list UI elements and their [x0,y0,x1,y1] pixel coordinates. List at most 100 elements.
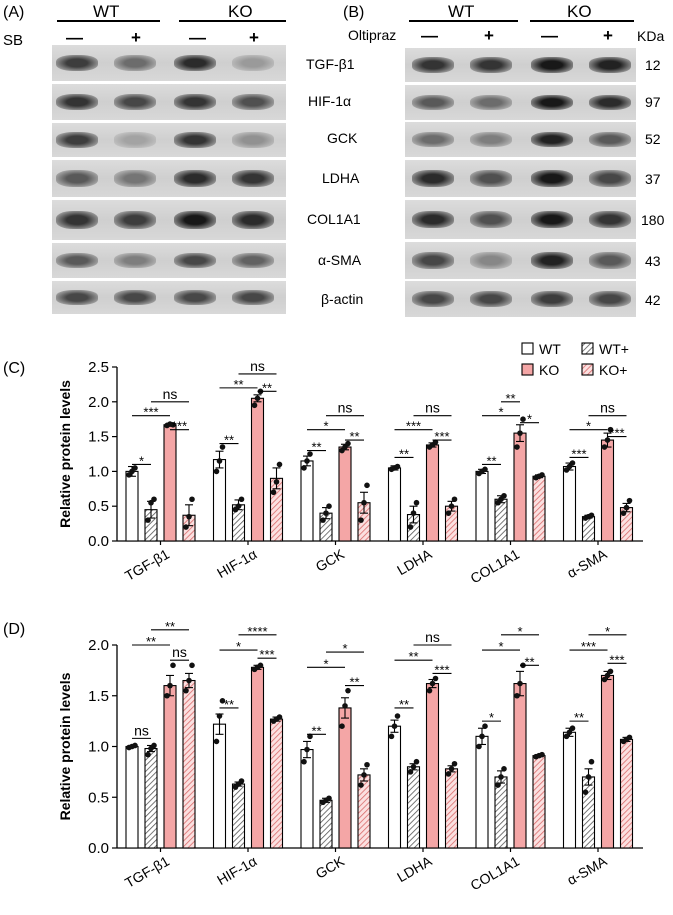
data-point [213,468,220,475]
legend-label: WT+ [599,341,629,357]
significance-label: *** [406,419,421,434]
data-point [307,733,313,740]
bar-ko [338,446,352,542]
data-point [219,698,226,704]
data-point [448,766,455,772]
blot-b-strip-5 [405,200,636,239]
data-point [626,734,633,741]
significance-label: ** [408,649,418,664]
data-point [413,499,420,506]
data-point [517,680,523,687]
blot-b-band [531,131,573,148]
significance-label: ** [349,675,359,690]
protein-label-ldha: LDHA [322,170,360,186]
data-point [514,444,520,450]
y-tick-label: 2.5 [88,359,109,376]
data-point [270,489,277,496]
x-tick-label: GCK [313,545,348,574]
bar-ko [600,439,615,542]
blot-b-band [589,94,631,111]
blot-b-strip-4 [405,160,636,197]
x-tick-label: HIF-1α [214,546,259,581]
data-point [251,402,258,409]
panel-a-sign-1: — [66,28,83,47]
kda-gck: 52 [645,131,661,147]
panel-a-group-wt: WT [93,2,120,21]
bar-ko-plus [269,718,284,849]
protein-label-hif1a: HIF-1α [308,93,352,109]
protein-label-gck: GCK [327,130,358,146]
significance-label: *** [581,639,596,654]
kda-ldha: 37 [645,171,661,187]
data-point [186,513,192,520]
blot-a-strip-1 [52,45,286,81]
protein-label-bactin: β-actin [321,291,364,307]
blot-b-band [470,210,512,229]
y-tick-label: 0.0 [88,533,109,550]
data-point [145,751,151,758]
bar-ko [163,685,177,849]
kda-tgfb1: 12 [645,57,661,73]
data-point [569,460,576,466]
significance-label: * [139,453,144,468]
blot-b-band [589,210,631,229]
data-point [517,430,523,436]
blot-b-band [470,131,512,148]
panel-b-group-ko: KO [567,2,592,21]
significance-label: ** [311,723,321,738]
data-point [167,682,173,689]
significance-label: * [323,419,328,434]
bar-wt-plus [144,747,158,849]
kda-col1a1: 180 [641,212,665,228]
significance-label: * [517,624,522,639]
panel-a-treatment-label: SB [3,32,24,49]
data-point [482,723,488,729]
x-tick-label: HIF-1α [214,853,259,888]
significance-label: ns [172,644,187,660]
panel-b-group-wt: WT [448,2,475,21]
data-point [189,496,195,503]
y-tick-label: 0.5 [88,498,109,515]
data-point [498,774,504,780]
data-point [588,512,595,519]
legend-swatch [581,363,594,376]
panel-b-sign-1: — [421,26,438,45]
blot-a-band [114,170,156,187]
data-point [426,687,433,694]
bar-wt-plus [494,776,508,849]
blot-b-band [531,290,573,308]
significance-label: * [236,639,241,654]
significance-label: ** [262,380,272,395]
data-point [432,675,439,682]
panel-d-letter: (D) [3,621,26,638]
bar-wt [562,465,577,542]
x-tick-label: GCK [313,852,348,881]
data-point [514,692,520,699]
significance-label: * [527,412,532,427]
blot-b-band [531,94,573,111]
data-point [257,662,264,669]
data-point [429,680,436,687]
blot-a-strip-5 [52,200,286,240]
data-point [364,761,370,768]
significance-label: * [605,624,610,639]
y-tick-label: 0.5 [88,789,109,806]
significance-label: ** [224,433,234,448]
data-point [361,772,367,778]
data-point [339,723,345,729]
data-point [216,458,223,464]
blot-a-band [114,211,156,229]
panel-a-ko-line [179,20,286,22]
bar-ko-plus [619,738,634,849]
data-point [320,517,326,523]
blot-a-band [56,54,98,72]
bar-wt [562,731,577,849]
data-point [623,504,630,511]
significance-label: ** [399,697,409,712]
blot-b-band [589,252,631,269]
significance-label: *** [434,429,449,444]
data-point [394,713,401,719]
data-point [304,458,310,464]
data-point [445,771,452,777]
